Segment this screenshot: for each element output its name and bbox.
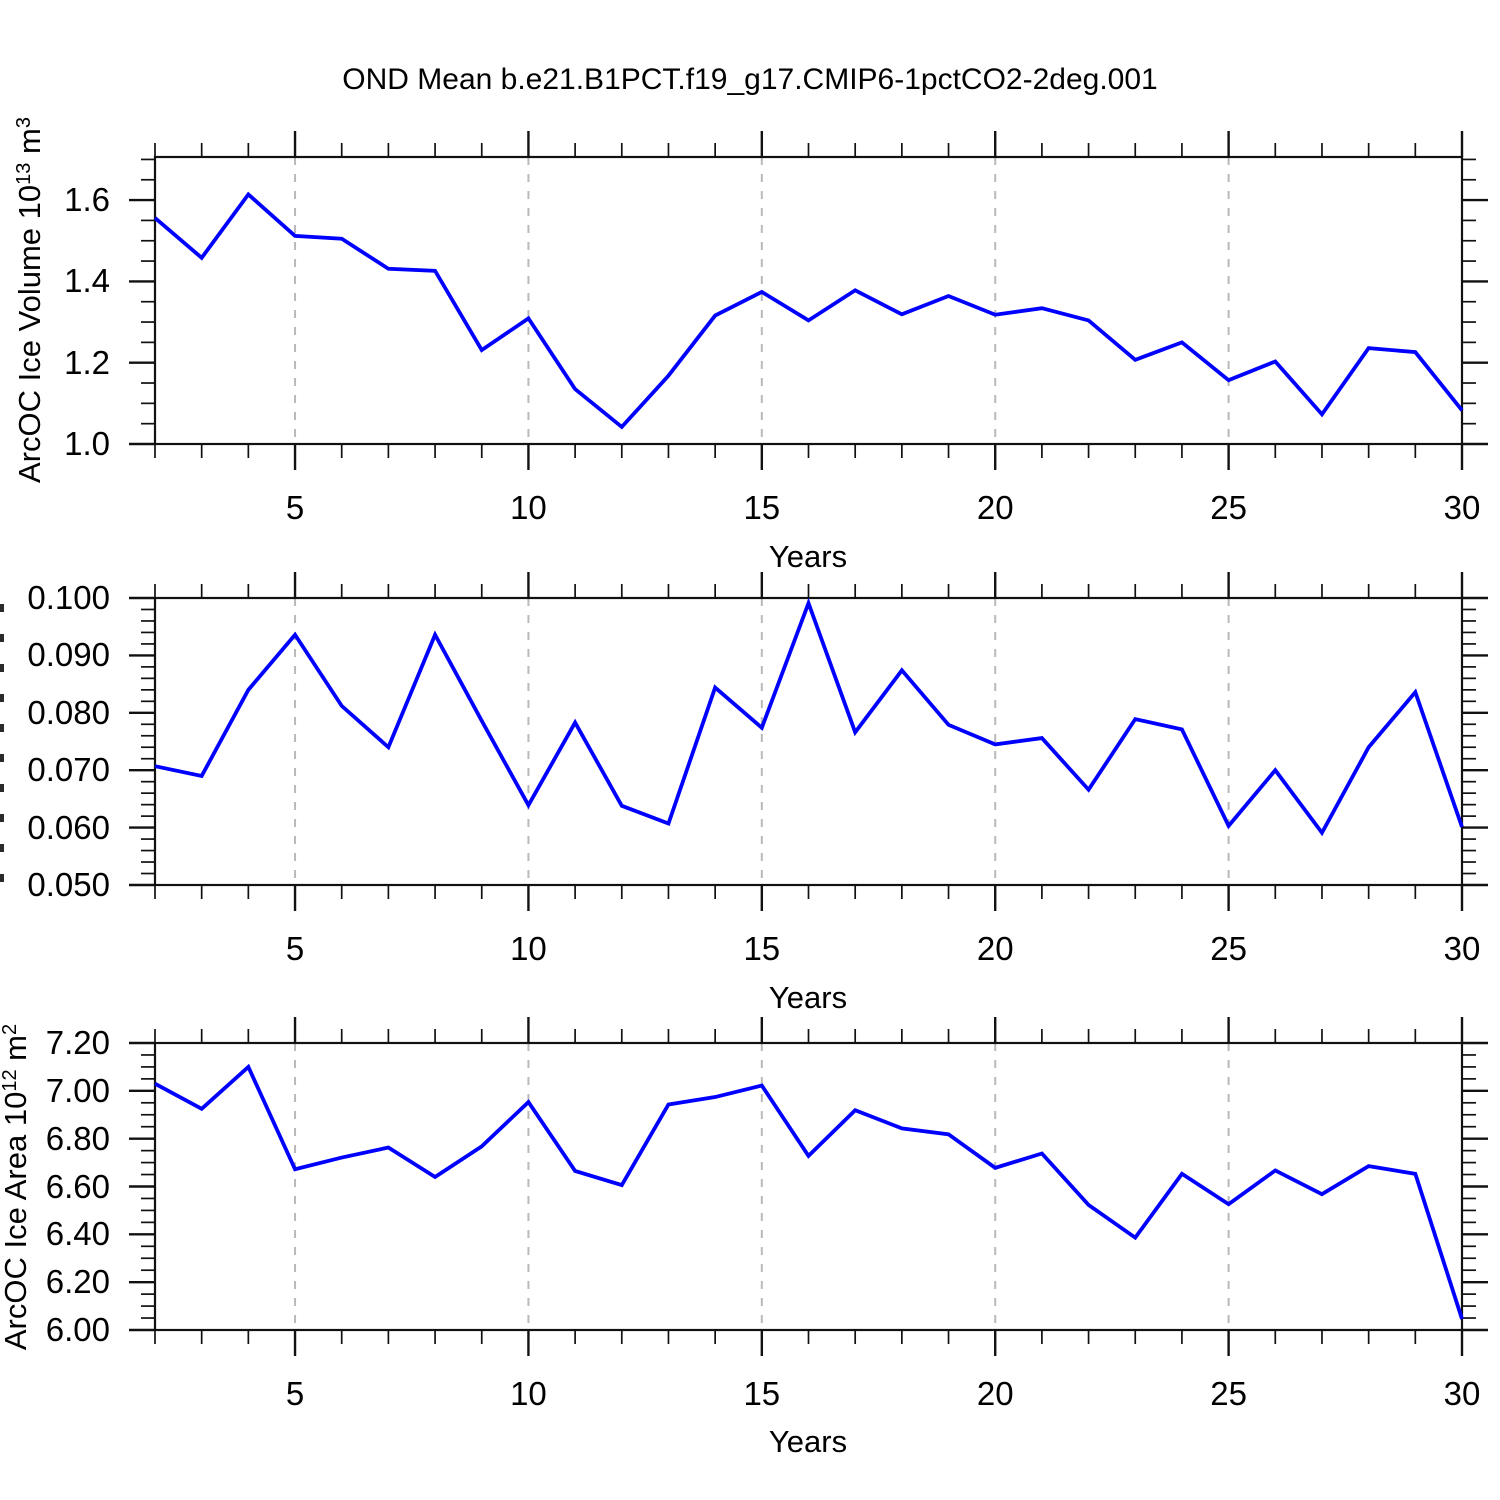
panel1-y-axis-title-text: ArcOC Ice Volume 10 <box>12 184 47 483</box>
panel1-frame <box>153 155 1464 446</box>
panel1-y-axis-title: ArcOC Ice Volume 1013 m3 <box>12 117 48 483</box>
panel3-y-axis-title-unit-superscript: 2 <box>0 1023 21 1035</box>
panel3-y-axis-title-unit: m <box>0 1034 33 1070</box>
panel1-x-axis-title: Years <box>768 539 848 574</box>
panel1-y-axis-title-superscript: 13 <box>13 162 35 185</box>
data-line-panel1 <box>153 191 1464 430</box>
panel3-frame <box>153 1041 1464 1332</box>
data-line-panel2 <box>154 597 1464 837</box>
panel3-x-axis-title: Years <box>768 1424 848 1459</box>
chart-title: OND Mean b.e21.B1PCT.f19_g17.CMIP6-1pctC… <box>342 63 1158 96</box>
panel1-y-axis-title-unit-superscript: 3 <box>13 117 35 129</box>
panel3-y-axis-title-superscript: 12 <box>0 1069 21 1092</box>
data-line-panel3 <box>154 1063 1464 1320</box>
panel2-y-axis-title-clipped <box>0 604 4 904</box>
panel3-y-axis-title-text: ArcOC Ice Area 10 <box>0 1091 33 1351</box>
panel2-x-axis-title: Years <box>768 980 848 1015</box>
panel3-y-axis-title: ArcOC Ice Area 1012 m2 <box>0 1024 34 1350</box>
panel2-frame <box>153 596 1464 887</box>
panel1-y-axis-title-unit: m <box>12 128 47 163</box>
